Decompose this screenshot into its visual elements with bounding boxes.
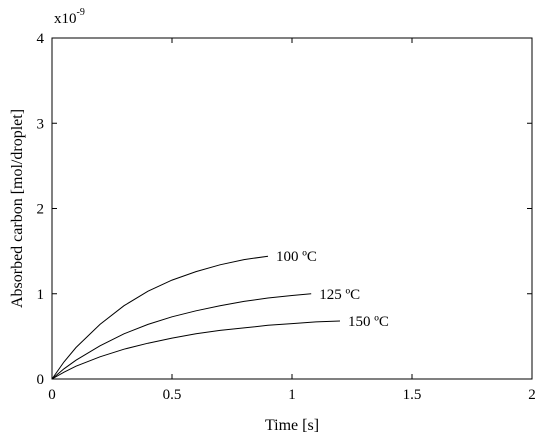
y-exponent-power: -9 — [77, 7, 85, 18]
y-exponent-label: x10-9 — [54, 7, 85, 27]
x-tick-label: 1 — [288, 387, 296, 403]
curve-label-2: 150 ºC — [348, 314, 389, 330]
y-exponent-base: x10 — [54, 11, 77, 27]
series-line-2 — [51, 320, 341, 380]
y-tick-label: 2 — [37, 202, 45, 218]
y-tick-label: 0 — [37, 372, 45, 388]
curve-label-1: 125 ºC — [319, 287, 360, 303]
y-tick-label: 3 — [37, 116, 45, 132]
series-line-1 — [51, 293, 312, 380]
series-lines — [51, 255, 341, 380]
series-line-0 — [51, 255, 269, 380]
plot-frame — [51, 37, 533, 380]
y-axis-label: Absorbed carbon [mol/droplet] — [9, 109, 26, 308]
x-tick-label: 2 — [528, 387, 536, 403]
x-tick-label: 0 — [48, 387, 56, 403]
curve-label-0: 100 ºC — [276, 249, 317, 265]
x-tick-label: 0.5 — [163, 387, 182, 403]
x-axis-label: Time [s] — [265, 417, 319, 434]
x-tick-label: 1.5 — [403, 387, 422, 403]
curve-labels: 100 ºC 125 ºC 150 ºC — [276, 249, 389, 330]
y-tick-label: 1 — [37, 287, 45, 303]
y-tick-label: 4 — [37, 31, 45, 47]
tick-labels: 0 0.5 1 1.5 2 0 1 2 3 4 — [37, 31, 536, 403]
axis-ticks — [51, 37, 533, 380]
